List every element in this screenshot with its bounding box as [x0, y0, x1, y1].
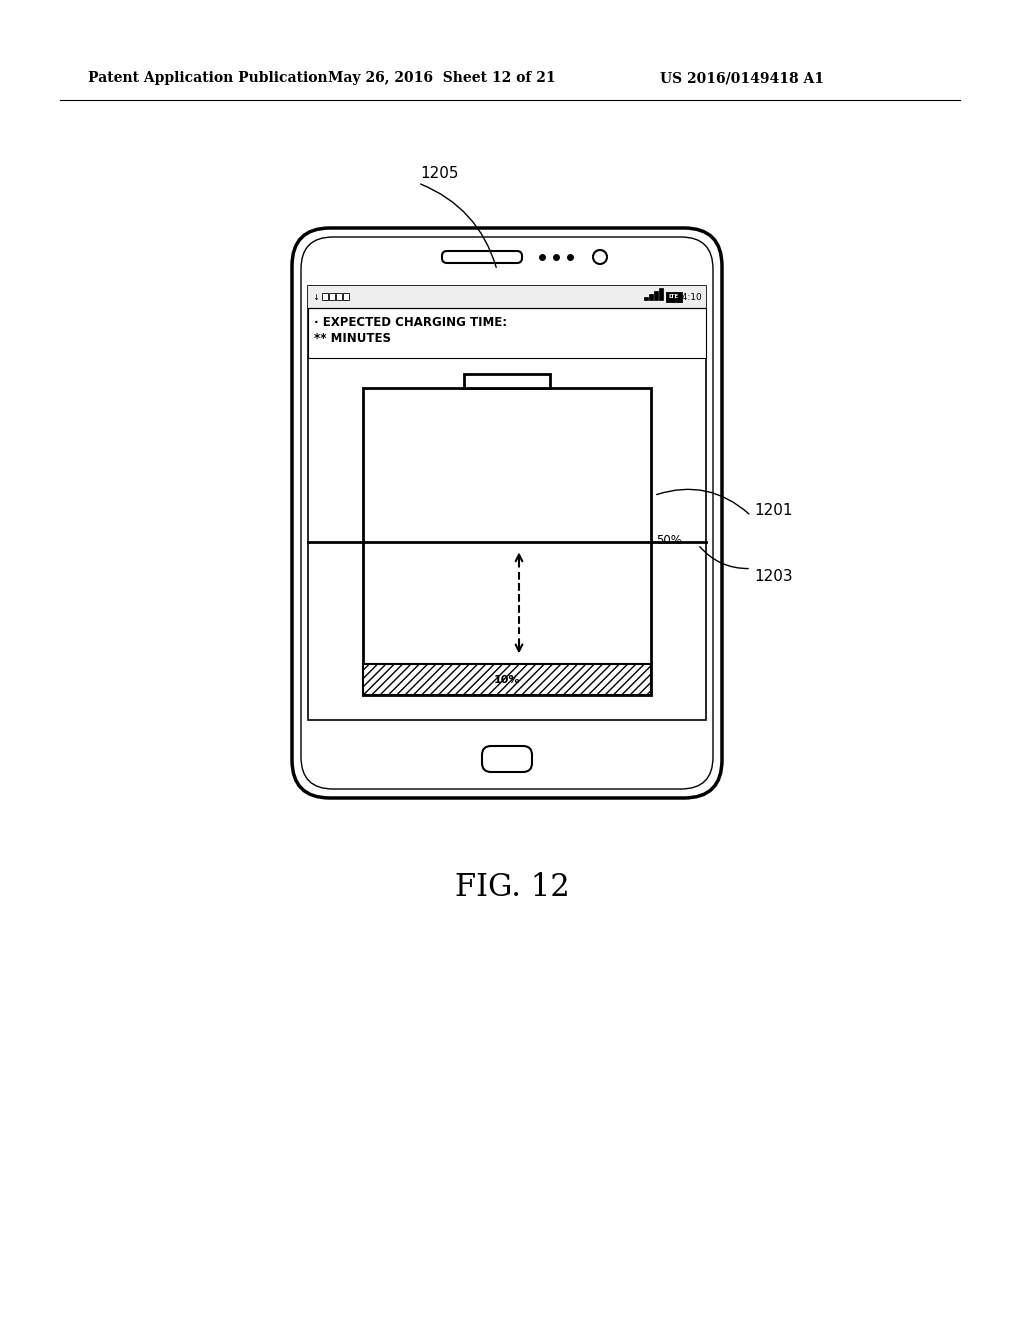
Bar — [654, 290, 657, 300]
Text: LTE: LTE — [669, 294, 679, 300]
Bar — [308, 286, 706, 308]
Text: ** MINUTES: ** MINUTES — [314, 333, 391, 345]
Bar — [322, 293, 328, 300]
Bar — [666, 292, 682, 302]
Text: ↓: ↓ — [312, 293, 319, 301]
Text: Patent Application Publication: Patent Application Publication — [88, 71, 328, 84]
Text: FIG. 12: FIG. 12 — [455, 873, 569, 903]
FancyBboxPatch shape — [301, 238, 713, 789]
Bar — [644, 297, 647, 300]
Text: May 26, 2016  Sheet 12 of 21: May 26, 2016 Sheet 12 of 21 — [328, 71, 556, 84]
FancyBboxPatch shape — [482, 746, 532, 772]
Bar — [362, 388, 651, 696]
Bar — [308, 286, 706, 719]
Bar — [336, 293, 342, 300]
Text: · EXPECTED CHARGING TIME:: · EXPECTED CHARGING TIME: — [314, 315, 507, 329]
Text: 1201: 1201 — [754, 503, 793, 519]
FancyBboxPatch shape — [442, 251, 522, 263]
Text: 1203: 1203 — [754, 569, 793, 583]
Bar — [649, 294, 652, 300]
Bar — [464, 374, 550, 388]
Bar — [343, 293, 349, 300]
Bar — [308, 308, 706, 358]
FancyBboxPatch shape — [292, 228, 722, 799]
Bar — [362, 664, 651, 696]
Text: 10%: 10% — [494, 675, 520, 685]
Text: 1205: 1205 — [420, 165, 459, 181]
Text: US 2016/0149418 A1: US 2016/0149418 A1 — [660, 71, 824, 84]
Text: 50%: 50% — [656, 533, 682, 546]
Bar — [659, 288, 663, 300]
Text: 14:10: 14:10 — [677, 293, 703, 301]
Bar — [329, 293, 335, 300]
